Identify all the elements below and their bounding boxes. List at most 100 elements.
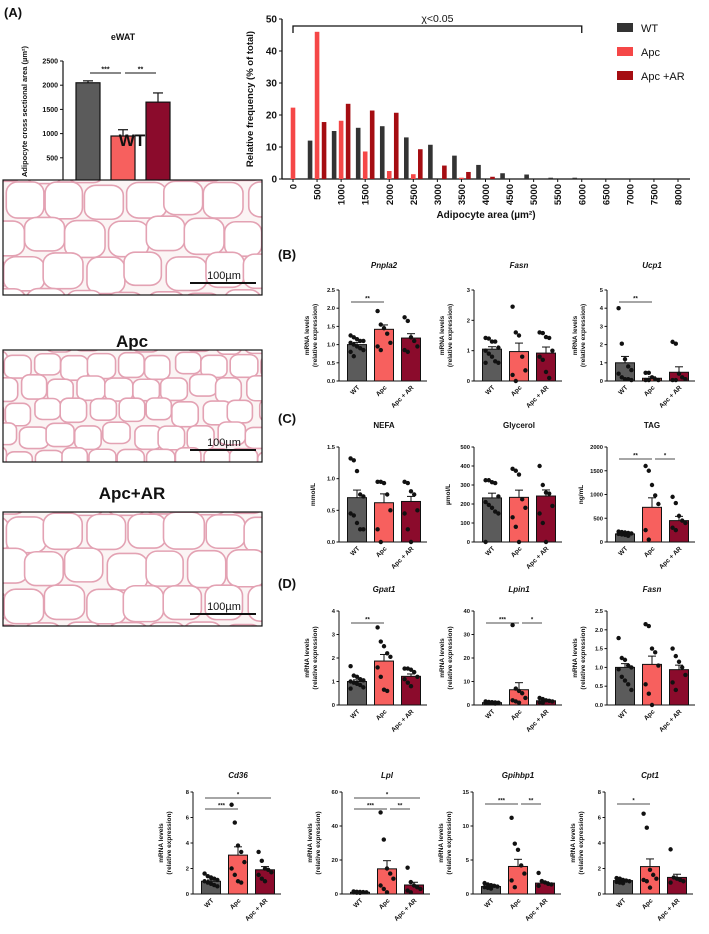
- data-point: [516, 700, 522, 705]
- data-point: [405, 680, 410, 685]
- cell: [3, 288, 26, 295]
- bar-wt: [379, 126, 385, 179]
- cell: [63, 547, 104, 583]
- data-point: [412, 492, 417, 497]
- data-point: [668, 847, 673, 852]
- bar-1: [374, 328, 394, 382]
- data-point: [643, 682, 648, 687]
- data-point: [681, 879, 686, 884]
- cell: [185, 473, 211, 497]
- cell: [123, 251, 163, 287]
- bar-0: [482, 497, 502, 543]
- y-tick-label: 60: [332, 790, 338, 796]
- bar-apcar: [321, 122, 327, 179]
- cell: [214, 376, 243, 404]
- data-point: [348, 511, 353, 516]
- cell: [242, 253, 262, 290]
- chart-gpihbp1: Gpihbp1 0 5 10 15 mRNA levels (relative expres…: [438, 771, 561, 923]
- data-point: [402, 676, 407, 682]
- y-tick-label: 0: [598, 892, 601, 898]
- x-tick-label: Apc + AR: [390, 545, 416, 571]
- bar-apcar: [345, 103, 351, 179]
- data-point: [547, 491, 552, 496]
- y-tick-label: 4: [332, 609, 336, 615]
- data-point: [358, 682, 363, 688]
- cell: [59, 397, 88, 424]
- data-point: [388, 508, 393, 513]
- chart-cd36: Cd36 0 2 4 6 8 mRNA levels (relative expression…: [158, 771, 281, 923]
- y-tick-label: 30: [464, 633, 470, 639]
- cell: [3, 354, 32, 379]
- data-point: [385, 331, 390, 336]
- y-tick-label: 1.0: [595, 665, 603, 671]
- micrograph-title: Apc: [116, 332, 148, 351]
- y-tick-label: 2: [598, 867, 601, 873]
- data-point: [647, 867, 653, 872]
- data-point: [351, 342, 356, 347]
- data-point: [673, 500, 678, 506]
- data-point: [358, 338, 363, 344]
- data-point: [643, 463, 648, 469]
- chart-title: Lpin1: [508, 585, 530, 594]
- y-tick-label: 0: [467, 540, 470, 546]
- y-tick-label: 40: [332, 824, 338, 830]
- bar-apc: [411, 174, 416, 179]
- cell: [190, 512, 225, 516]
- bar-0: [347, 497, 367, 543]
- data-point: [629, 531, 634, 536]
- significance-label: ***: [367, 804, 375, 810]
- y-axis-label: (relative expression): [315, 811, 322, 874]
- x-tick-label: Apc: [643, 708, 657, 722]
- cell: [42, 252, 84, 290]
- cell: [3, 376, 19, 403]
- x-tick-label: Apc + AR: [390, 384, 416, 410]
- y-tick-label: 10: [266, 143, 278, 154]
- data-point: [381, 480, 387, 486]
- y-axis-label: Adipocyte cross sectional area (µm²): [20, 45, 29, 177]
- data-point: [537, 463, 542, 469]
- data-point: [391, 876, 396, 881]
- bar-0: [75, 82, 101, 183]
- cell: [3, 422, 18, 446]
- data-point: [388, 871, 393, 876]
- y-tick-label: 500: [460, 445, 470, 451]
- x-tick-label: 7500: [649, 184, 660, 205]
- data-point: [626, 533, 631, 539]
- data-point: [543, 369, 549, 375]
- bar-apcar: [418, 149, 423, 179]
- bar-apcar: [490, 176, 495, 179]
- data-point: [522, 871, 527, 876]
- data-point: [547, 375, 552, 381]
- x-tick-label: Apc: [375, 545, 389, 559]
- data-point: [405, 318, 410, 324]
- cell: [226, 399, 254, 424]
- data-point: [523, 695, 528, 701]
- y-tick-label: 2.0: [327, 306, 335, 312]
- bar-apc: [362, 151, 368, 179]
- micrograph-0: WT 100µm: [2, 131, 263, 296]
- data-point: [520, 354, 525, 359]
- y-tick-label: 0.0: [327, 540, 335, 546]
- y-tick-label: 0: [332, 703, 335, 709]
- data-point: [550, 503, 555, 509]
- data-point: [402, 347, 407, 353]
- x-tick-label: 1500: [361, 184, 372, 205]
- data-point: [616, 667, 621, 672]
- data-point: [351, 513, 356, 518]
- data-point: [493, 480, 498, 486]
- y-tick-label: 3: [467, 288, 471, 294]
- y-tick-label: 0: [186, 892, 189, 898]
- data-point: [493, 509, 498, 514]
- data-point: [643, 370, 648, 376]
- bar-apc: [338, 120, 344, 179]
- data-point: [676, 371, 682, 376]
- cell: [157, 425, 186, 451]
- cell: [216, 350, 242, 355]
- bar-wt: [331, 131, 337, 179]
- cell: [243, 516, 262, 554]
- data-point: [520, 497, 525, 502]
- bar-wt: [572, 177, 578, 179]
- bar-apcar: [466, 171, 471, 179]
- data-point: [643, 377, 648, 383]
- cell: [223, 220, 262, 257]
